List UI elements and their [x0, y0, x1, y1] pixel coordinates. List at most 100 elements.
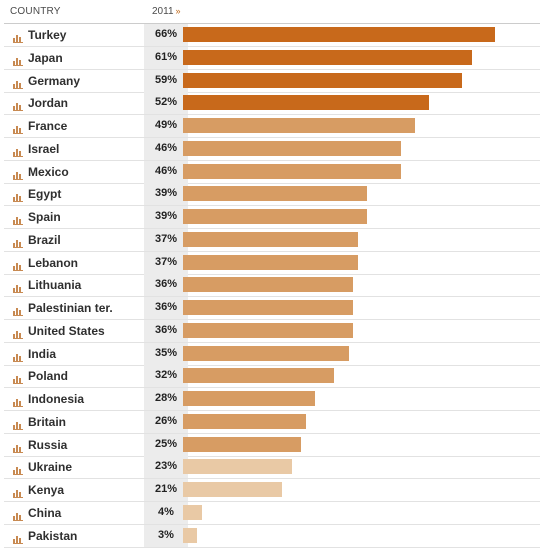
- bar-chart-icon[interactable]: [13, 440, 23, 453]
- country-label[interactable]: China: [28, 505, 62, 520]
- country-label[interactable]: Russia: [28, 437, 68, 452]
- country-label[interactable]: France: [28, 119, 68, 133]
- table-row[interactable]: Palestinian ter. 36%: [4, 297, 540, 320]
- bar: [183, 322, 354, 338]
- data-label: 36%: [154, 301, 178, 313]
- table-row[interactable]: Lithuania 36%: [4, 274, 540, 298]
- country-label[interactable]: Japan: [28, 50, 63, 65]
- country-label[interactable]: Poland: [28, 369, 69, 384]
- table-row[interactable]: Poland 32%: [4, 365, 540, 389]
- table-row[interactable]: Mexico 46%: [4, 160, 540, 184]
- country-label[interactable]: Germany: [28, 73, 81, 88]
- bar: [183, 527, 198, 543]
- bar-chart-icon[interactable]: [13, 417, 23, 430]
- table-row[interactable]: India 35%: [4, 342, 540, 366]
- country-label[interactable]: Britain: [28, 414, 67, 429]
- table-row[interactable]: Lebanon 37%: [4, 251, 540, 275]
- data-label: 52%: [154, 96, 178, 109]
- bar-chart-icon[interactable]: [13, 53, 23, 66]
- table-row[interactable]: Brazil 37%: [4, 228, 540, 252]
- bar-chart-icon[interactable]: [13, 189, 23, 203]
- table-row[interactable]: Turkey 66%: [4, 24, 540, 47]
- country-label[interactable]: Egypt: [28, 187, 62, 202]
- bar-chart-icon[interactable]: [13, 394, 23, 407]
- country-label[interactable]: Pakistan: [28, 528, 78, 543]
- country-label[interactable]: Kenya: [28, 483, 65, 497]
- data-label: 46%: [154, 141, 178, 154]
- table-row[interactable]: Spain 39%: [4, 206, 540, 229]
- country-label[interactable]: India: [28, 346, 57, 361]
- bar-chart-icon[interactable]: [13, 76, 23, 89]
- data-label: 3%: [158, 528, 174, 541]
- bar-chart-icon[interactable]: [13, 258, 23, 271]
- country-label[interactable]: Brazil: [28, 232, 61, 247]
- value-cell: 52%: [144, 92, 188, 115]
- country-label[interactable]: Israel: [28, 141, 60, 156]
- bar-chart-icon[interactable]: [13, 144, 23, 157]
- bar: [183, 277, 354, 293]
- bar: [183, 436, 302, 452]
- data-label: 46%: [154, 164, 178, 177]
- table-row[interactable]: Ukraine 23%: [4, 456, 540, 480]
- table-row[interactable]: Germany 59%: [4, 69, 540, 93]
- bar: [183, 459, 292, 475]
- bar-chart-icon[interactable]: [13, 531, 23, 544]
- bar-chart-icon[interactable]: [13, 212, 23, 225]
- value-cell: 36%: [144, 274, 188, 297]
- country-label[interactable]: Lebanon: [28, 255, 78, 270]
- bar: [183, 504, 202, 520]
- data-label: 23%: [154, 460, 178, 473]
- country-label[interactable]: Spain: [28, 210, 61, 224]
- bar: [183, 231, 358, 247]
- table-row[interactable]: Britain 26%: [4, 410, 540, 434]
- chevron-down-icon[interactable]: »: [175, 6, 181, 16]
- bar-chart-icon[interactable]: [13, 371, 23, 385]
- country-label[interactable]: Ukraine: [28, 460, 73, 475]
- bar-chart-icon[interactable]: [13, 462, 23, 476]
- bar-chart-icon[interactable]: [13, 349, 23, 362]
- column-header-country[interactable]: COUNTRY: [10, 6, 61, 17]
- column-header-year[interactable]: 2011»: [152, 6, 181, 17]
- value-cell: 23%: [144, 456, 188, 479]
- bar: [183, 391, 316, 406]
- table-row[interactable]: China 4%: [4, 501, 540, 525]
- table-row[interactable]: Israel 46%: [4, 137, 540, 161]
- data-label: 26%: [154, 414, 178, 427]
- data-label: 25%: [154, 437, 178, 450]
- country-label[interactable]: Palestinian ter.: [28, 301, 113, 315]
- bar-chart-icon[interactable]: [13, 485, 23, 498]
- table-row[interactable]: United States 36%: [4, 319, 540, 343]
- bar-chart-icon[interactable]: [13, 98, 23, 112]
- bar-chart-icon[interactable]: [13, 235, 23, 248]
- table-row[interactable]: Indonesia 28%: [4, 388, 540, 411]
- bar: [183, 482, 283, 497]
- value-cell: 36%: [144, 319, 188, 342]
- bar: [183, 118, 415, 133]
- bar-chart-icon[interactable]: [13, 167, 23, 180]
- country-label[interactable]: Mexico: [28, 164, 69, 179]
- country-label[interactable]: Jordan: [28, 96, 69, 111]
- bar-chart-icon[interactable]: [13, 508, 23, 521]
- bar-chart-icon[interactable]: [13, 30, 23, 43]
- country-label[interactable]: United States: [28, 323, 105, 338]
- country-label[interactable]: Lithuania: [28, 278, 82, 293]
- table-row[interactable]: Jordan 52%: [4, 92, 540, 116]
- table-row[interactable]: France 49%: [4, 115, 540, 138]
- data-label: 21%: [154, 483, 178, 495]
- bar-chart-icon[interactable]: [13, 303, 23, 316]
- table-row[interactable]: Pakistan 3%: [4, 524, 540, 548]
- table-row[interactable]: Egypt 39%: [4, 183, 540, 207]
- value-cell: 3%: [144, 524, 188, 547]
- bar-chart-icon[interactable]: [13, 326, 23, 339]
- value-cell: 36%: [144, 297, 188, 319]
- bar-chart-icon[interactable]: [13, 280, 23, 294]
- value-cell: 49%: [144, 115, 188, 137]
- table-row[interactable]: Japan 61%: [4, 46, 540, 70]
- bar: [183, 209, 368, 224]
- bar-chart-icon[interactable]: [13, 121, 23, 134]
- table-row[interactable]: Kenya 21%: [4, 479, 540, 502]
- table-row[interactable]: Russia 25%: [4, 433, 540, 457]
- bar: [183, 163, 401, 179]
- country-label[interactable]: Turkey: [28, 28, 67, 42]
- country-label[interactable]: Indonesia: [28, 392, 85, 406]
